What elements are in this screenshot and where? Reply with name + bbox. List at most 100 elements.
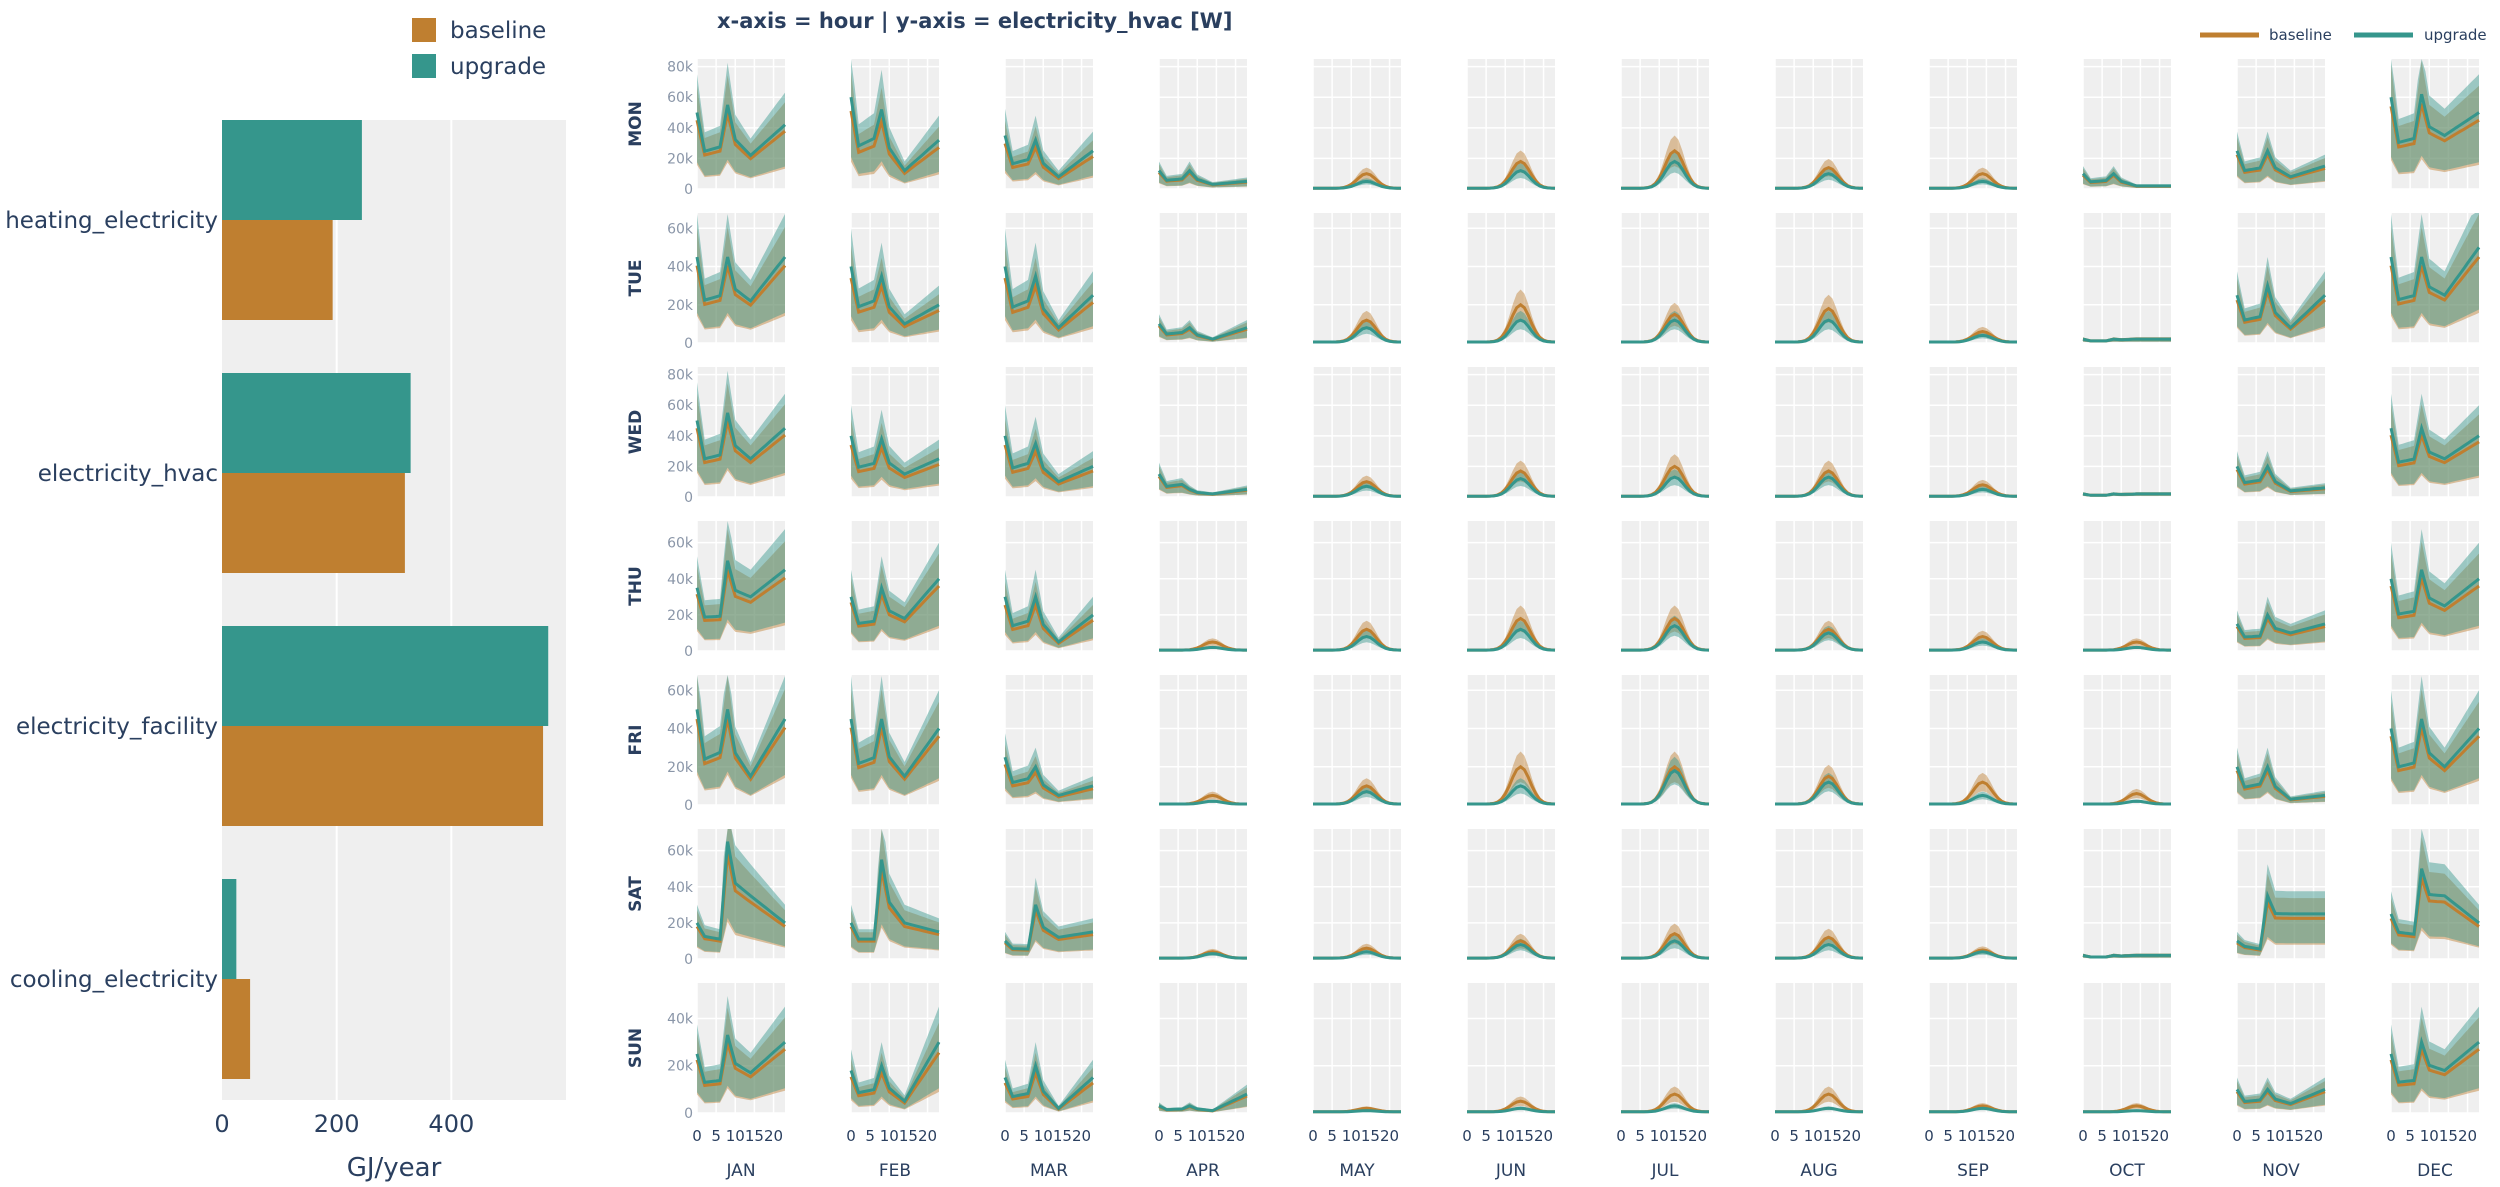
line-upgrade xyxy=(2236,890,2325,951)
line-upgrade xyxy=(695,412,787,461)
line-baseline xyxy=(695,112,786,161)
panel-thu-jan: 0 20k 40k 60k xyxy=(667,521,786,660)
line-upgrade xyxy=(1159,799,1247,806)
hour-tick-label: 5 xyxy=(1173,1127,1183,1145)
panel-wed-dec xyxy=(2389,367,2480,498)
line-baseline xyxy=(849,443,940,480)
panel-fri-mar xyxy=(1003,675,1094,806)
line-upgrade xyxy=(1621,624,1710,652)
band-baseline xyxy=(2237,455,2325,496)
panel-sun-dec: 0 5 10 15 20 DEC xyxy=(2386,983,2480,1181)
panel-tue-aug xyxy=(1774,213,1864,344)
hour-tick-label: 5 xyxy=(865,1127,875,1145)
panel-wed-apr xyxy=(1157,367,1248,498)
band-baseline xyxy=(851,72,939,184)
panel-sun-jun: 0 5 10 15 20 JUN xyxy=(1462,983,1555,1181)
line-upgrade xyxy=(1313,950,1401,960)
y-tick-label: 0 xyxy=(684,490,693,506)
line-baseline xyxy=(2389,256,2481,306)
panel-tue-jun xyxy=(1466,213,1556,344)
panel-fri-jun xyxy=(1466,675,1556,806)
panel-fri-jul xyxy=(1620,675,1710,806)
panel-fri-feb xyxy=(849,675,941,806)
bar-upgrade-heating_electricity xyxy=(222,120,362,220)
row-label-fri: FRI xyxy=(626,724,646,755)
panel-plot-area xyxy=(2083,675,2171,805)
month-label: OCT xyxy=(2109,1161,2145,1181)
line-upgrade xyxy=(1929,333,2017,344)
line-upgrade xyxy=(1621,1104,1709,1114)
hour-tick-label: 10 xyxy=(880,1127,899,1145)
bar-x-tick-label: 0 xyxy=(214,1110,229,1138)
panel-wed-jan: 0 20k 40k 60k 80k xyxy=(667,367,787,506)
panel-mon-jul xyxy=(1620,59,1710,190)
month-label: APR xyxy=(1186,1161,1220,1181)
panel-fri-may xyxy=(1312,675,1402,806)
panel-wed-jul xyxy=(1620,367,1710,498)
line-upgrade xyxy=(1775,631,1864,652)
panel-sat-may xyxy=(1312,829,1402,960)
y-tick-label: 0 xyxy=(684,1106,693,1122)
panel-plot-area xyxy=(1929,213,2017,343)
panel-plot-area xyxy=(2083,521,2171,651)
line-baseline xyxy=(849,869,940,943)
line-upgrade xyxy=(1467,784,1556,806)
legend-label-baseline[interactable]: baseline xyxy=(450,18,546,44)
month-label: JAN xyxy=(725,1161,755,1181)
band-baseline xyxy=(1159,164,1247,188)
hour-tick-label: 10 xyxy=(2112,1127,2131,1145)
panel-sat-mar xyxy=(1003,829,1094,960)
line-upgrade xyxy=(695,560,786,619)
panel-plot-area xyxy=(2237,367,2325,497)
panel-thu-jun xyxy=(1466,521,1556,652)
line-upgrade xyxy=(2082,492,2171,497)
band-upgrade xyxy=(697,996,785,1103)
line-upgrade xyxy=(2081,171,2171,188)
line-upgrade xyxy=(849,1041,941,1104)
panel-fri-oct xyxy=(2082,675,2171,806)
line-upgrade xyxy=(849,433,940,476)
line-upgrade xyxy=(2389,718,2481,769)
y-tick-label: 20k xyxy=(667,916,694,932)
panel-sat-aug xyxy=(1774,829,1864,960)
hour-tick-label: 20 xyxy=(2458,1127,2477,1145)
line-baseline xyxy=(1003,444,1094,486)
line-upgrade xyxy=(2389,569,2480,616)
line-upgrade xyxy=(2235,279,2327,330)
panel-mon-sep xyxy=(1928,59,2017,190)
line-baseline xyxy=(2235,151,2326,180)
band-upgrade xyxy=(697,829,785,952)
line-upgrade xyxy=(849,718,941,779)
line-upgrade xyxy=(1003,135,1094,179)
panel-fri-sep xyxy=(1928,675,2018,806)
panel-plot-area xyxy=(1159,367,1247,497)
panel-plot-area xyxy=(1467,367,1555,497)
month-label: AUG xyxy=(1800,1161,1837,1181)
legend-label-upgrade[interactable]: upgrade xyxy=(2424,26,2487,44)
panel-plot-area xyxy=(1929,983,2017,1113)
panel-plot-area xyxy=(1159,675,1247,805)
hour-tick-label: 10 xyxy=(726,1127,745,1145)
line-upgrade xyxy=(1929,793,2017,806)
panel-plot-area xyxy=(1159,521,1247,651)
line-baseline xyxy=(2389,430,2480,468)
panel-tue-may xyxy=(1312,213,1402,344)
band-upgrade xyxy=(1159,462,1247,496)
panel-wed-mar xyxy=(1003,367,1094,498)
line-upgrade xyxy=(1003,904,1094,951)
panel-mon-dec xyxy=(2389,59,2480,190)
hour-tick-label: 0 xyxy=(2078,1127,2088,1145)
panel-plot-area xyxy=(2083,829,2171,959)
line-upgrade xyxy=(2082,953,2171,959)
legend-label-baseline[interactable]: baseline xyxy=(2269,26,2332,44)
panel-thu-aug xyxy=(1774,521,1864,652)
panel-plot-area xyxy=(2083,59,2171,189)
line-baseline xyxy=(849,277,940,329)
hour-tick-label: 20 xyxy=(764,1127,783,1145)
panel-plot-area xyxy=(1313,213,1401,343)
legend-label-upgrade[interactable]: upgrade xyxy=(450,54,546,80)
line-upgrade xyxy=(1159,952,1247,960)
y-tick-label: 0 xyxy=(684,952,693,968)
hour-tick-label: 0 xyxy=(1924,1127,1934,1145)
